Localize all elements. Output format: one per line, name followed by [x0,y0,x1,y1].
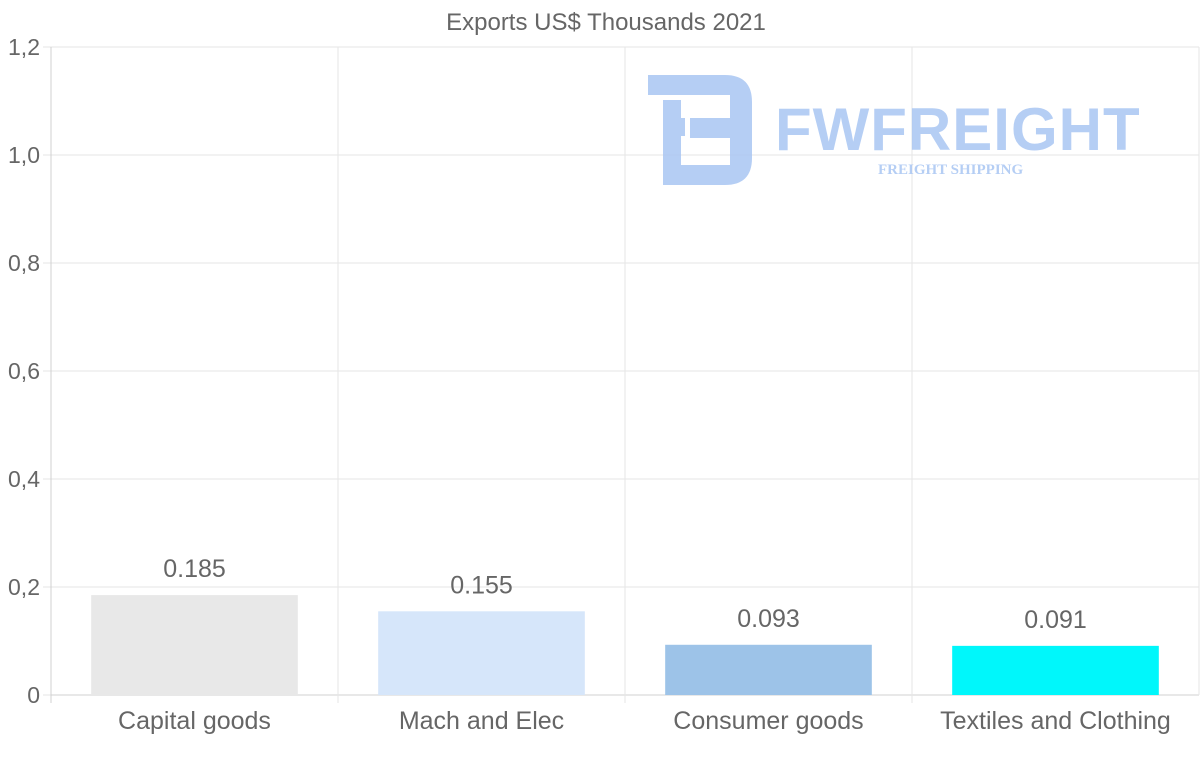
bar-3 [665,644,872,695]
bar-value-label: 0.155 [450,571,513,599]
bars [91,595,1159,695]
watermark-brand: FWFREIGHT [775,96,1141,163]
x-tick-label: Consumer goods [673,707,863,735]
y-tick-label: 0,8 [8,250,40,276]
x-tick-label: Textiles and Clothing [940,707,1171,735]
y-tick-label: 1,0 [8,142,40,168]
y-tick-label: 0,4 [8,466,40,492]
x-tick-label: Capital goods [118,707,271,735]
bar-value-label: 0.091 [1024,606,1087,634]
watermark: FWFREIGHT FREIGHT SHIPPING [648,75,1141,185]
x-axis: Capital goods Mach and Elec Consumer goods… [118,707,1171,735]
value-labels: 0.185 0.155 0.093 0.091 [163,555,1087,634]
bar-value-label: 0.093 [737,605,800,633]
x-tick-label: Mach and Elec [399,707,564,735]
chart-title: Exports US$ Thousands 2021 [446,9,766,36]
y-tick-label: 1,2 [8,34,40,60]
bar-value-label: 0.185 [163,555,226,583]
y-tick-label: 0 [27,682,40,708]
fwfreight-logo-icon [648,75,752,185]
watermark-tagline: FREIGHT SHIPPING [878,162,1023,178]
y-tick-label: 0,2 [8,574,40,600]
bar-4 [952,645,1159,695]
bar-1 [91,595,298,695]
y-axis: 0 0,2 0,4 0,6 0,8 1,0 1,2 [8,34,40,708]
grid [43,46,1200,703]
y-tick-label: 0,6 [8,358,40,384]
bar-2 [378,611,585,695]
